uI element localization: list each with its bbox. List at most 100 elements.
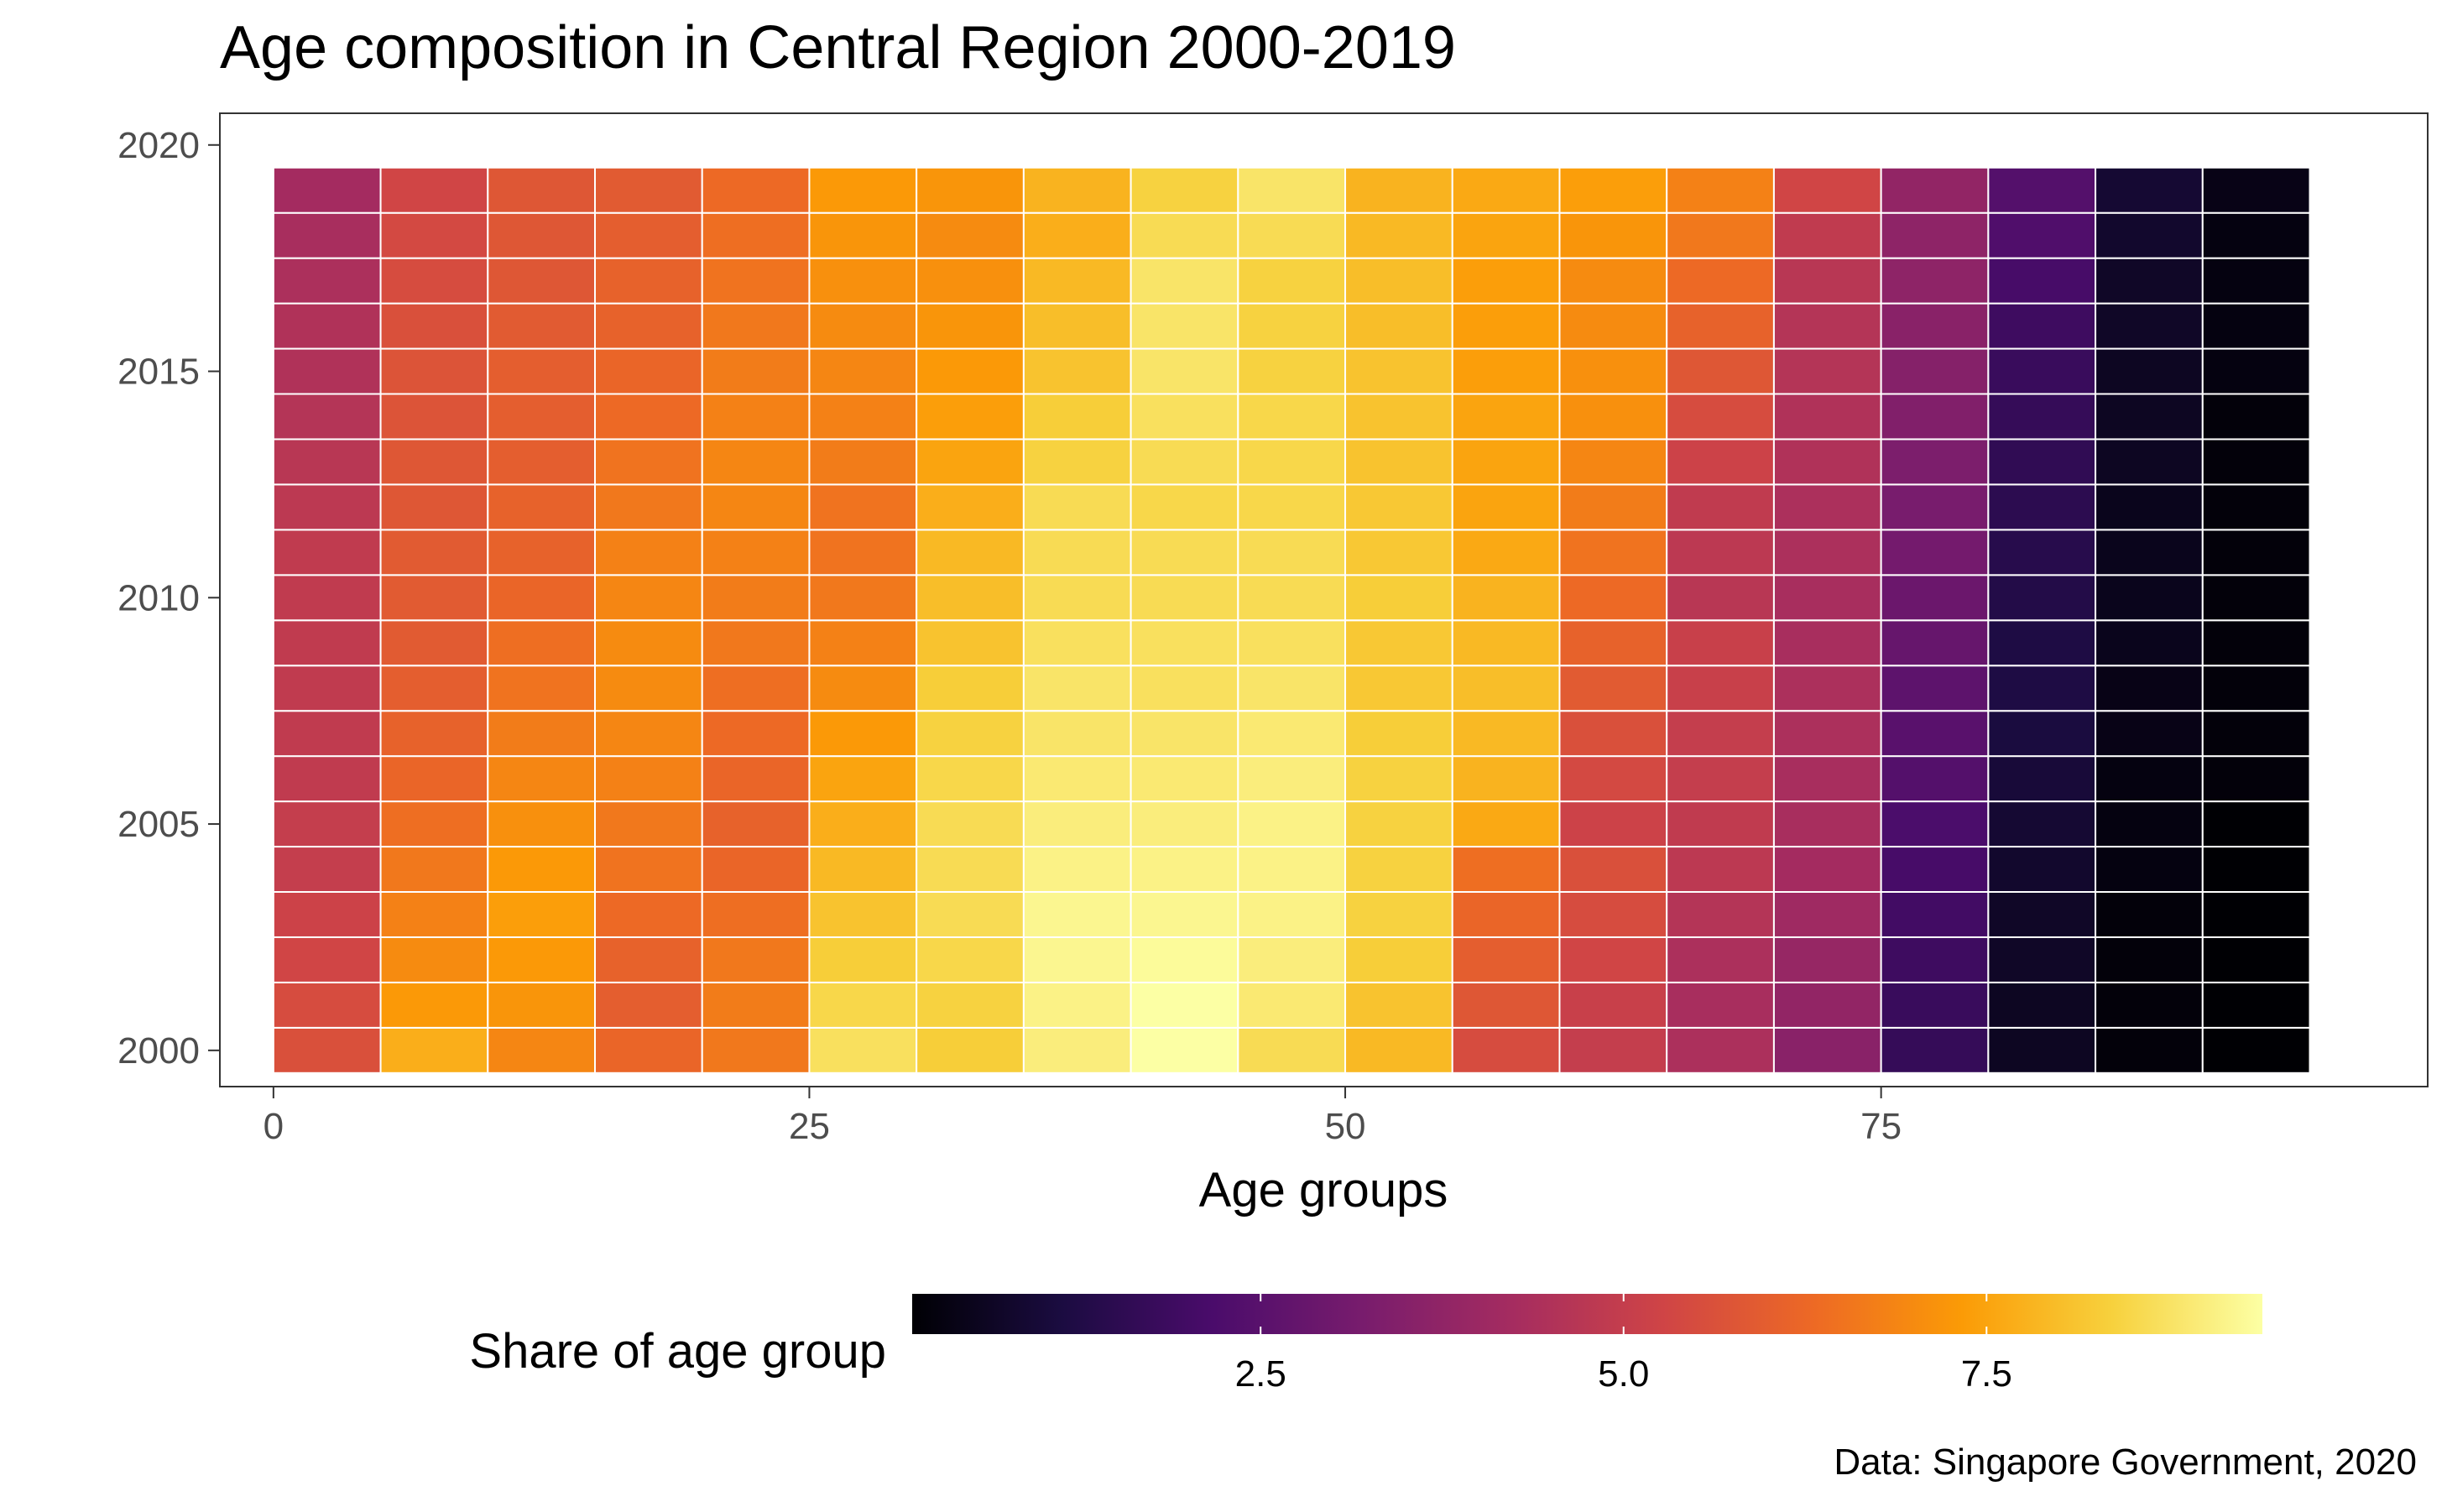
heatmap-tile	[379, 846, 489, 893]
heatmap-tile	[701, 891, 811, 938]
heatmap-tile	[487, 665, 597, 712]
heatmap-tile	[1451, 936, 1561, 983]
heatmap-tile	[1130, 211, 1239, 259]
heatmap-tile	[1022, 166, 1132, 214]
heatmap-tile	[1987, 574, 2097, 622]
heatmap-tile	[2095, 800, 2204, 848]
heatmap-tile	[379, 483, 489, 531]
heatmap-tile	[487, 710, 597, 758]
heatmap-tile	[1451, 755, 1561, 803]
heatmap-tile	[1772, 846, 1882, 893]
heatmap-tile	[1772, 393, 1882, 441]
heatmap-tile	[1451, 393, 1561, 441]
heatmap-tile	[1237, 166, 1347, 214]
heatmap-tile	[1451, 166, 1561, 214]
heatmap-tile	[1451, 211, 1561, 259]
heatmap-tile	[1451, 981, 1561, 1029]
heatmap-tile	[1344, 211, 1453, 259]
heatmap-tile	[1022, 619, 1132, 667]
heatmap-tile	[1237, 574, 1347, 622]
heatmap-tile	[1344, 619, 1453, 667]
heatmap-tile	[916, 981, 1025, 1029]
heatmap-tile	[487, 302, 597, 350]
heatmap-tile	[808, 846, 918, 893]
heatmap-tile	[1022, 257, 1132, 305]
heatmap-tile	[1772, 981, 1882, 1029]
heatmap-tile	[808, 981, 918, 1029]
heatmap-tile	[1237, 1026, 1347, 1074]
heatmap-tile	[1666, 438, 1775, 486]
heatmap-tile	[1130, 302, 1239, 350]
heatmap-tile	[1451, 302, 1561, 350]
heatmap-tile	[1237, 800, 1347, 848]
heatmap-tile	[1130, 438, 1239, 486]
heatmap-tile	[379, 710, 489, 758]
heatmap-tile	[1666, 665, 1775, 712]
heatmap-tile	[272, 574, 382, 622]
heatmap-tile	[594, 529, 703, 576]
heatmap-tile	[1237, 211, 1347, 259]
heatmap-tile	[701, 936, 811, 983]
heatmap-tile	[379, 574, 489, 622]
heatmap-tile	[1880, 347, 1990, 395]
heatmap-tile	[1130, 800, 1239, 848]
heatmap-tile	[1130, 665, 1239, 712]
heatmap-tile	[487, 211, 597, 259]
heatmap-tile	[1022, 302, 1132, 350]
heatmap-tile	[1558, 393, 1668, 441]
heatmap-tile	[1237, 393, 1347, 441]
chart-title: Age composition in Central Region 2000-2…	[220, 14, 1456, 81]
heatmap-tile	[701, 483, 811, 531]
heatmap-tile	[916, 1026, 1025, 1074]
heatmap-tile	[1772, 347, 1882, 395]
heatmap-tile	[1987, 846, 2097, 893]
heatmap-tile	[1344, 166, 1453, 214]
heatmap-tile	[1130, 981, 1239, 1029]
heatmap-tile	[1451, 529, 1561, 576]
chart-caption: Data: Singapore Government, 2020	[1834, 1442, 2417, 1483]
heatmap-tile	[1022, 846, 1132, 893]
y-axis: 2000 2005 2010 2015 2020	[117, 125, 220, 1071]
heatmap-tile	[1666, 166, 1775, 214]
heatmap-tile	[701, 846, 811, 893]
legend-title: Share of age group	[469, 1324, 886, 1379]
heatmap-tile	[808, 347, 918, 395]
heatmap-tile	[272, 393, 382, 441]
heatmap-tile	[594, 483, 703, 531]
heatmap-tile	[916, 574, 1025, 622]
heatmap-tile	[1666, 1026, 1775, 1074]
heatmap-tile	[1666, 936, 1775, 983]
heatmap-tile	[594, 710, 703, 758]
heatmap-tile	[2095, 755, 2204, 803]
heatmap-tile	[487, 574, 597, 622]
heatmap-tile	[594, 574, 703, 622]
heatmap-tile	[1772, 936, 1882, 983]
heatmap-tile	[594, 166, 703, 214]
heatmap-tile	[1558, 211, 1668, 259]
heatmap-tile	[1237, 891, 1347, 938]
heatmap-tile	[808, 665, 918, 712]
heatmap-tile	[1987, 755, 2097, 803]
heatmap-tile	[272, 529, 382, 576]
heatmap-tile	[1880, 302, 1990, 350]
heatmap-tile	[701, 981, 811, 1029]
heatmap-tile	[2201, 347, 2311, 395]
heatmap-tile	[1772, 302, 1882, 350]
heatmap-tile	[1237, 302, 1347, 350]
heatmap-tile	[594, 257, 703, 305]
heatmap-tile	[1558, 936, 1668, 983]
heatmap-tile	[1130, 393, 1239, 441]
heatmap-tile	[1558, 166, 1668, 214]
heatmap-tile	[1451, 257, 1561, 305]
legend-tick-label: 7.5	[1961, 1353, 2012, 1395]
heatmap-tile	[487, 755, 597, 803]
legend-tick-label: 5.0	[1598, 1353, 1649, 1395]
heatmap-tile	[1344, 574, 1453, 622]
heatmap-tile	[808, 891, 918, 938]
heatmap-tile	[1558, 257, 1668, 305]
heatmap-tile	[2201, 257, 2311, 305]
heatmap-tile	[487, 800, 597, 848]
heatmap-tile	[1666, 755, 1775, 803]
y-tick-label: 2020	[117, 125, 200, 166]
heatmap-tile	[1987, 619, 2097, 667]
